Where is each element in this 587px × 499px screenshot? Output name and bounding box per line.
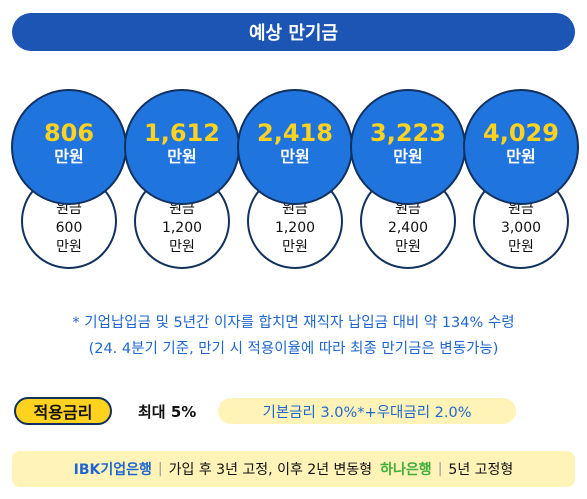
ibk-bank-name: IBK기업은행 [73,462,152,478]
maturity-amount: 1,612 [144,119,220,147]
rate-detail: 기본금리 3.0%*+우대금리 2.0% [262,404,472,421]
principal-label: 원금 [56,201,82,217]
hana-bank-name: 하나은행 [380,462,432,478]
maturity-amount: 4,029 [483,119,559,147]
maturity-unit: 만원 [280,147,310,166]
maturity-unit: 만원 [393,147,423,166]
rate-detail-pill: 기본금리 3.0%*+우대금리 2.0% [218,398,516,424]
maturity-amount-circle: 806 만원 [11,89,127,205]
maturity-item: 1,612 만원 원금 1,200 만원 [124,89,240,269]
maturity-amount-circle: 3,223 만원 [350,89,466,205]
principal-unit: 만원 [169,239,195,255]
bank-info-bar: IBK기업은행 | 가입 후 3년 고정, 이후 2년 변동형 하나은행 | 5… [12,451,575,487]
principal-unit: 만원 [282,239,308,255]
principal-amount: 600 [55,220,83,236]
footnote-condition: (24. 4분기 기준, 만기 시 적용이율에 따라 최종 만기금은 변동가능) [88,341,499,357]
principal-label: 원금 [282,201,308,217]
principal-amount: 2,400 [387,220,429,236]
footnote: * 기업납입금 및 5년간 이자를 합치면 재직자 납입금 대비 약 134% … [72,315,515,331]
applied-rate-badge: 적용금리 [14,397,112,425]
maturity-amount-circle: 4,029 만원 [463,89,579,205]
principal-amount: 3,000 [500,220,542,236]
principal-label: 원금 [508,201,534,217]
maturity-item: 4,029 만원 원금 3,000 만원 [463,89,579,269]
maturity-amount-circle: 1,612 만원 [124,89,240,205]
separator: | [157,461,163,477]
page-title: 예상 만기금 [248,23,339,44]
maturity-unit: 만원 [506,147,536,166]
principal-label: 원금 [169,201,195,217]
maturity-amount-circle: 2,418 만원 [237,89,353,205]
maturity-amount: 3,223 [370,119,446,147]
principal-amount: 1,200 [274,220,316,236]
maturity-item: 3,223 만원 원금 2,400 만원 [350,89,466,269]
maturity-amount: 806 [43,119,95,147]
maturity-item: 2,418 만원 원금 1,200 만원 [237,89,353,269]
maturity-unit: 만원 [54,147,84,166]
maturity-amount: 2,418 [257,119,333,147]
principal-unit: 만원 [395,239,421,255]
applied-rate-label: 적용금리 [33,403,93,422]
principal-unit: 만원 [508,239,534,255]
principal-label: 원금 [395,201,421,217]
maturity-item: 806 만원 원금 600 만원 [11,89,127,269]
separator: | [437,461,443,477]
ibk-bank-desc: 가입 후 3년 고정, 이후 2년 변동형 [168,462,373,478]
principal-unit: 만원 [56,239,82,255]
max-rate: 최대 5% [138,403,197,421]
principal-amount: 1,200 [161,220,203,236]
title-bar: 예상 만기금 [12,13,575,51]
hana-bank-desc: 5년 고정형 [448,462,514,478]
maturity-unit: 만원 [167,147,197,166]
